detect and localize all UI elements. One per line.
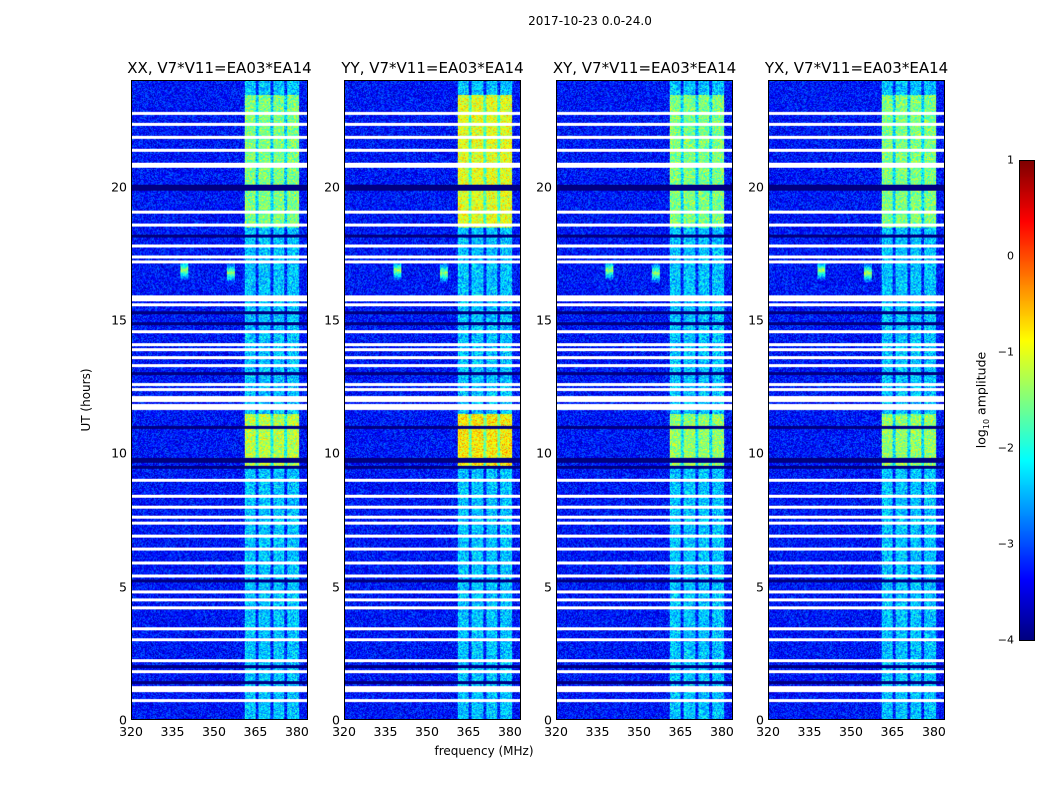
x-tick-label: 350: [415, 724, 439, 739]
figure-title: 2017-10-23 0.0-24.0: [528, 14, 652, 28]
y-tick-label: 15: [324, 312, 340, 328]
x-tick-label: 365: [668, 724, 693, 739]
x-tick-label: 365: [456, 724, 481, 739]
colorbar-tick-label: 1: [1007, 153, 1014, 167]
x-tick-label: 380: [922, 724, 946, 739]
x-tick-label: 335: [797, 724, 822, 739]
colorbar-tick-label: −2: [997, 441, 1014, 455]
colorbar: [1019, 160, 1035, 641]
heatmap-panel-1: [131, 80, 308, 720]
colorbar-label-sub: 10: [981, 418, 991, 430]
x-tick-label: 335: [373, 724, 398, 739]
y-tick-label: 15: [111, 312, 127, 328]
x-tick-label: 365: [243, 724, 268, 739]
y-tick-label: 10: [536, 445, 552, 461]
x-tick-label: 320: [119, 724, 143, 739]
x-tick-label: 380: [710, 724, 734, 739]
x-tick-label: 335: [160, 724, 185, 739]
colorbar-tick-label: −3: [997, 537, 1014, 551]
x-tick-label: 350: [627, 724, 651, 739]
x-tick-label: 320: [756, 724, 780, 739]
panel-title: XX, V7*V11=EA03*EA14: [127, 59, 312, 77]
y-tick-label: 20: [111, 179, 127, 195]
x-tick-label: 335: [585, 724, 610, 739]
y-tick-label: 5: [756, 579, 764, 595]
heatmap-panel-3: [556, 80, 733, 720]
y-tick-label: 0: [544, 712, 552, 728]
y-tick-label: 15: [536, 312, 552, 328]
colorbar-label-suffix: amplitude: [973, 351, 989, 419]
x-tick-label: 320: [544, 724, 568, 739]
y-tick-label: 5: [119, 579, 127, 595]
heatmap-panel-4: [768, 80, 945, 720]
x-tick-label: 380: [498, 724, 522, 739]
y-tick-label: 10: [111, 445, 127, 461]
y-tick-label: 10: [748, 445, 764, 461]
panel-title: XY, V7*V11=EA03*EA14: [552, 59, 737, 77]
panel-title: YY, V7*V11=EA03*EA14: [341, 59, 524, 77]
y-tick-label: 5: [332, 579, 340, 595]
colorbar-tick-label: −4: [997, 633, 1014, 647]
x-axis-label: frequency (MHz): [434, 744, 534, 758]
colorbar-tick-label: −1: [997, 345, 1014, 359]
colorbar-tick-label: 0: [1007, 249, 1014, 263]
y-tick-label: 5: [544, 579, 552, 595]
panel-title: YX, V7*V11=EA03*EA14: [764, 59, 949, 77]
x-tick-label: 380: [285, 724, 309, 739]
y-tick-label: 0: [332, 712, 340, 728]
y-tick-label: 10: [324, 445, 340, 461]
y-axis-label: UT (hours): [79, 368, 93, 432]
heatmap-panel-2: [344, 80, 521, 720]
y-tick-label: 15: [748, 312, 764, 328]
x-tick-label: 350: [202, 724, 226, 739]
x-tick-label: 350: [839, 724, 863, 739]
y-tick-label: 20: [324, 179, 340, 195]
colorbar-label: log10 amplitude: [973, 352, 991, 448]
x-tick-label: 320: [332, 724, 356, 739]
y-tick-label: 0: [756, 712, 764, 728]
y-tick-label: 20: [536, 179, 552, 195]
y-tick-label: 0: [119, 712, 127, 728]
y-tick-label: 20: [748, 179, 764, 195]
x-tick-label: 365: [880, 724, 905, 739]
